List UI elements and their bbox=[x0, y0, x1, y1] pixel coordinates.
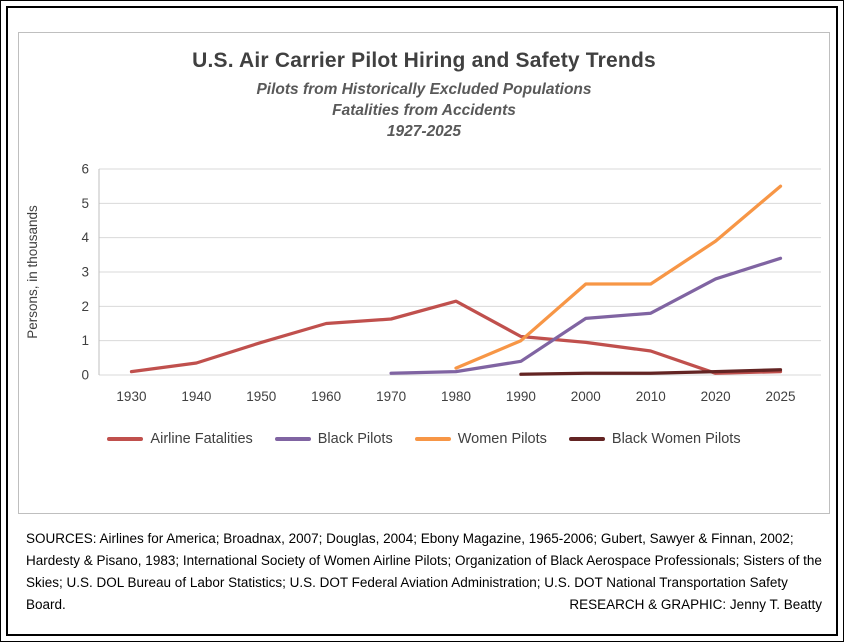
x-tick-label: 1940 bbox=[181, 389, 211, 404]
x-tick-label: 1970 bbox=[376, 389, 406, 404]
chart-subtitle-line-2: Fatalities from Accidents bbox=[332, 101, 516, 119]
legend-swatch bbox=[414, 437, 451, 441]
series-line-women-pilots bbox=[454, 184, 783, 370]
page-frame: U.S. Air Carrier Pilot Hiring and Safety… bbox=[6, 6, 838, 636]
x-tick-label: 2025 bbox=[766, 389, 796, 404]
series-line-airline-fatalities bbox=[129, 299, 783, 375]
legend-swatch bbox=[274, 437, 311, 441]
x-tick-label: 1980 bbox=[441, 389, 471, 404]
y-tick-label: 5 bbox=[81, 196, 89, 211]
legend: Airline Fatalities Black Pilots Women Pilo… bbox=[107, 430, 741, 447]
x-tick-label: 2010 bbox=[636, 389, 666, 404]
legend-swatch bbox=[568, 437, 605, 441]
y-tick-label: 6 bbox=[81, 161, 89, 176]
series-line-black-pilots bbox=[389, 256, 783, 375]
y-tick-label: 3 bbox=[81, 264, 89, 279]
legend-label: Women Pilots bbox=[457, 430, 547, 447]
sources-text: SOURCES: Airlines for America; Broadnax,… bbox=[26, 531, 822, 612]
x-tick-label: 1930 bbox=[116, 389, 146, 404]
legend-item: Airline Fatalities bbox=[107, 430, 253, 447]
chart-canvas: 0 1 2 3 4 5 6 1930 1940 1950 1960 1970 1980 1990 2000 2… bbox=[25, 161, 821, 404]
legend-item: Black Pilots bbox=[274, 430, 393, 447]
chart-canvas-wrap: 0 1 2 3 4 5 6 1930 1940 1950 1960 1970 1980 1990 2000 2… bbox=[21, 157, 827, 425]
series-line-black-women-pilots bbox=[519, 367, 783, 376]
x-tick-label: 2000 bbox=[571, 389, 601, 404]
x-tick-label: 2020 bbox=[701, 389, 731, 404]
x-tick-label: 1960 bbox=[311, 389, 341, 404]
footer: SOURCES: Airlines for America; Broadnax,… bbox=[18, 520, 830, 615]
y-tick-label: 0 bbox=[81, 367, 89, 382]
chart-subtitle-line-3: 1927-2025 bbox=[386, 122, 462, 140]
x-tick-label: 1990 bbox=[506, 389, 536, 404]
chart-subtitle: Pilots from Historically Excluded Popula… bbox=[256, 80, 591, 143]
legend-item: Women Pilots bbox=[414, 430, 547, 447]
x-tick-label: 1950 bbox=[246, 389, 276, 404]
legend-swatch bbox=[107, 437, 144, 441]
y-axis-label: Persons, in thousands bbox=[25, 205, 40, 339]
legend-label: Airline Fatalities bbox=[150, 430, 253, 447]
legend-item: Black Women Pilots bbox=[568, 430, 741, 447]
legend-label: Black Women Pilots bbox=[611, 430, 741, 447]
credit-text: RESEARCH & GRAPHIC: Jenny T. Beatty bbox=[569, 596, 822, 612]
chart-title: U.S. Air Carrier Pilot Hiring and Safety… bbox=[192, 49, 656, 72]
chart-panel: U.S. Air Carrier Pilot Hiring and Safety… bbox=[18, 32, 830, 514]
chart-subtitle-line-1: Pilots from Historically Excluded Popula… bbox=[256, 81, 592, 98]
legend-label: Black Pilots bbox=[317, 430, 393, 447]
y-tick-label: 4 bbox=[81, 230, 89, 245]
y-tick-label: 1 bbox=[81, 333, 89, 348]
y-tick-label: 2 bbox=[81, 299, 89, 314]
